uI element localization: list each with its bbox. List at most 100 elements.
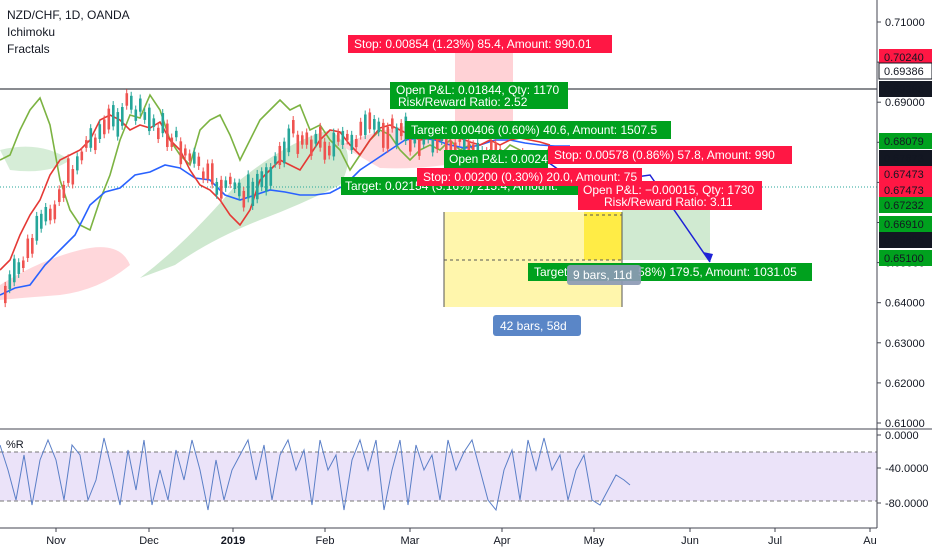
candle-body [229, 176, 232, 185]
price-label-box [879, 216, 932, 232]
price-label-box [879, 232, 932, 248]
candle-body [130, 95, 133, 110]
candle-body [206, 163, 210, 180]
price-label-text: 0.69386 [884, 84, 924, 96]
candle-body [233, 182, 237, 190]
candle-body [224, 180, 228, 188]
candle-body [490, 141, 493, 158]
candle-body [71, 169, 75, 185]
price-label-text: 0.69386 [884, 66, 924, 78]
candle-body [184, 148, 187, 156]
time-tick-label: 2019 [221, 535, 245, 547]
candle-body [305, 132, 309, 145]
time-tick-label: May [584, 535, 605, 547]
candle-body [80, 151, 84, 161]
candle-body [22, 260, 25, 268]
candle-body [301, 135, 304, 145]
arrow-head-icon [703, 252, 713, 262]
kijun-sen-line [0, 137, 570, 296]
candle-body [292, 120, 295, 134]
candle-body [58, 189, 61, 202]
range-short-label: 9 bars, 11d [573, 268, 632, 282]
price-label-box [878, 62, 932, 80]
candle-body [202, 171, 205, 180]
candle-body [94, 137, 97, 151]
candle-body [400, 123, 403, 137]
candle-body [211, 163, 214, 185]
price-pane[interactable] [0, 0, 877, 428]
candle-body [44, 206, 48, 222]
range-long-bg [493, 315, 581, 336]
candle-body [328, 145, 331, 156]
candle-body [215, 181, 219, 195]
candle-body [193, 151, 196, 164]
price-label-text: 0.67673 [884, 153, 924, 165]
candle-body [467, 141, 471, 158]
time-tick-label: Dec [139, 535, 159, 547]
price-label-text: 0.67473 [884, 185, 924, 197]
candle-body [134, 109, 138, 121]
openpl-1-bg [390, 82, 568, 109]
time-tick-label: Mar [401, 535, 420, 547]
symbol-label[interactable]: NZD/CHF, 1D, OANDA [7, 8, 130, 22]
time-axis-ticks: Nov Dec 2019 Feb Mar Apr May Jun Jul Au [46, 528, 877, 547]
candle-body [283, 141, 286, 164]
candle-body [175, 130, 178, 138]
candle-body [35, 215, 39, 241]
candle-body [40, 213, 43, 229]
candle-body [449, 140, 453, 156]
candle-body [53, 204, 57, 220]
candle-body [319, 126, 322, 148]
candle-body [152, 118, 156, 127]
candle-body [364, 114, 367, 136]
candle-body [314, 133, 318, 144]
price-tick-label: 0.64000 [885, 298, 925, 310]
candle-body [161, 113, 165, 134]
candle-body [125, 93, 129, 106]
stop-3-tag: Stop: 0.00200 (0.30%) 20.0, Amount: 75 [423, 170, 637, 184]
candle-body [112, 105, 115, 127]
stop-top-tag-bg [348, 35, 612, 53]
candle-body [355, 139, 358, 148]
openpl-2-tag: Open P&L: 0.0024 [449, 152, 548, 166]
price-label-box [879, 49, 932, 65]
position-tags[interactable]: Stop: 0.00854 (1.23%) 85.4, Amount: 990.… [341, 35, 812, 336]
candle-body [260, 171, 264, 188]
price-label-text: 0.68079 [884, 136, 924, 148]
candle-body [377, 121, 381, 133]
openpl-2-bg [444, 150, 548, 168]
stop-2-bg [548, 146, 792, 164]
candle-body [157, 127, 160, 140]
wpr-line [0, 437, 631, 512]
openpl-1-tag: Open P&L: 0.01844, Qty: 1170 [396, 83, 560, 97]
target-3-tail: 58%) 179.5, Amount: 1031.05 [638, 265, 797, 279]
wpr-axis-ticks: 0.0000 -40.0000 -80.0000 [877, 430, 928, 510]
openpl-3-tag: Open P&L: −0.00015, Qty: 1730 [583, 183, 754, 197]
price-tick-label: 0.71000 [885, 17, 925, 29]
stop-top-tag: Stop: 0.00854 (1.23%) 85.4, Amount: 990.… [354, 37, 592, 51]
fractals-label[interactable]: Fractals [7, 42, 50, 56]
candle-body [256, 173, 259, 200]
candle-body [4, 285, 7, 304]
candle-body [89, 128, 93, 148]
candle-body [116, 112, 120, 137]
candle-body [197, 156, 201, 166]
profit-zone-short[interactable] [584, 212, 622, 260]
ichimoku-label[interactable]: Ichimoku [7, 25, 56, 39]
price-label-box [879, 182, 932, 198]
target-1-bg [405, 121, 671, 139]
candle-body [107, 108, 111, 130]
candle-body [332, 132, 336, 157]
price-label-box [879, 150, 932, 166]
price-label-box [879, 250, 932, 266]
price-label-box [879, 166, 932, 182]
candle-body [296, 134, 300, 154]
kumo-green-left [0, 146, 70, 172]
candle-body [98, 124, 102, 139]
openpl-3-bg [578, 181, 762, 210]
time-tick-label: Feb [316, 535, 335, 547]
candle-body [395, 127, 399, 146]
wpr-tick-label: -40.0000 [885, 463, 928, 475]
candle-body [431, 135, 435, 153]
